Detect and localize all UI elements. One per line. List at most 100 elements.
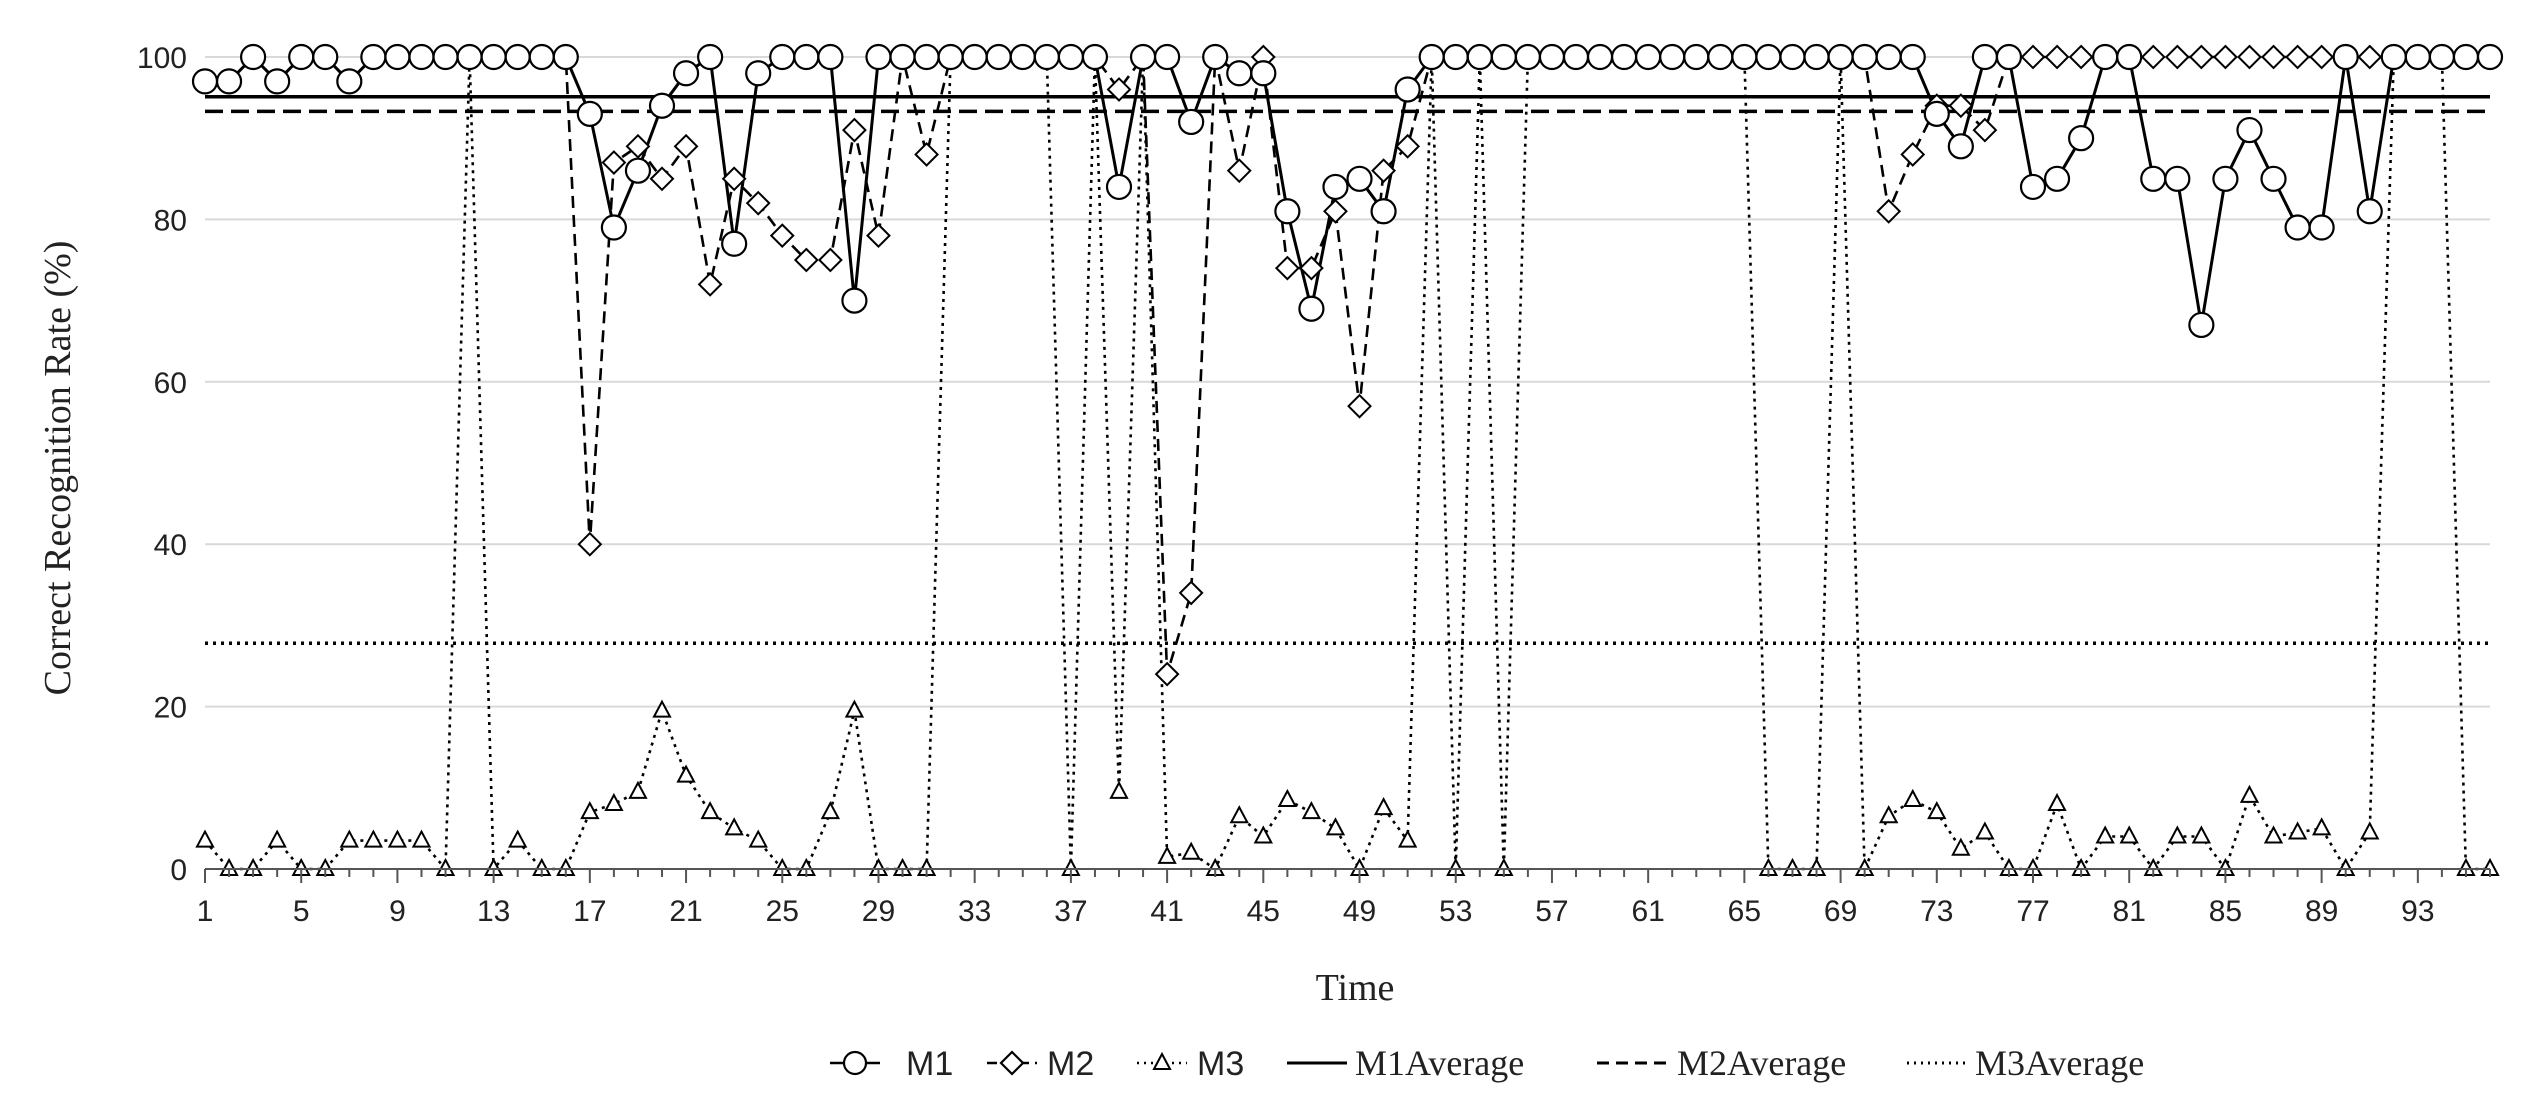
data-point-m1	[2308, 214, 2335, 241]
data-point-m1	[889, 43, 916, 71]
data-point-m3	[1277, 788, 1298, 807]
data-point-m1	[2284, 214, 2311, 241]
legend-label-m3-average: M3Average	[1975, 1043, 2144, 1083]
data-point-m1	[1899, 43, 1926, 71]
data-point-m1	[1635, 43, 1662, 71]
data-point-m1	[2043, 165, 2071, 192]
data-point-m1	[1274, 198, 1301, 225]
data-point-m2	[842, 117, 867, 143]
data-point-m2	[745, 190, 771, 216]
data-point-m1	[2092, 43, 2119, 71]
x-tick-label: 1	[197, 895, 214, 928]
data-point-m3	[1397, 829, 1418, 848]
data-point-m1	[264, 68, 291, 95]
tick-labels: 0 20 40 60 80 100 1 5 9 13 17 21 25 29 33 37 41 45 49 53 57 6…	[137, 42, 2435, 928]
data-point-m3	[1927, 801, 1947, 820]
data-point-m1	[2212, 165, 2239, 192]
data-point-m2	[1226, 158, 1252, 184]
data-point-m1	[793, 43, 820, 71]
data-point-m1	[215, 68, 243, 95]
data-point-m1	[745, 60, 772, 87]
data-point-m1	[1178, 108, 1205, 136]
series-line-m3	[204, 55, 2490, 871]
data-point-m3	[700, 801, 720, 820]
data-point-m3	[387, 829, 408, 848]
x-tick-label: 53	[1439, 895, 1472, 928]
x-axis-title: Time	[1316, 967, 1395, 1009]
data-point-m1	[2068, 125, 2095, 152]
data-point-m3	[2095, 825, 2115, 844]
data-point-m1	[336, 68, 363, 95]
legend-item-m3: M3	[1137, 1045, 1244, 1083]
data-point-m2	[2285, 44, 2310, 70]
data-point-m1	[961, 43, 988, 71]
data-point-m2	[1972, 117, 1998, 143]
data-point-m1	[697, 43, 724, 71]
data-point-m3	[339, 829, 359, 848]
x-tick-label: 89	[2305, 895, 2338, 928]
y-tick-label: 100	[137, 42, 187, 75]
data-point-m1	[2476, 43, 2504, 71]
legend-item-m3-average: M3Average	[1907, 1043, 2144, 1083]
data-point-m1	[2380, 43, 2407, 71]
data-point-m1	[1226, 60, 1253, 87]
data-point-m1	[1995, 43, 2023, 71]
data-point-m1	[1322, 173, 1349, 201]
data-point-m1	[2452, 43, 2480, 71]
data-point-m2	[673, 133, 699, 159]
data-point-m1	[2164, 165, 2191, 192]
data-point-m3	[195, 829, 215, 848]
data-point-m3	[2263, 825, 2284, 844]
data-point-m3	[1975, 821, 1995, 840]
data-point-m2	[1876, 198, 1902, 224]
data-point-m3	[2360, 821, 2380, 840]
x-tick-label: 49	[1343, 895, 1376, 928]
data-point-m1	[2188, 311, 2215, 339]
data-point-m1	[312, 43, 339, 71]
x-tick-label: 5	[293, 895, 310, 928]
legend-label-m2-average: M2Average	[1677, 1043, 1846, 1083]
axes	[204, 868, 2491, 883]
data-point-m2	[2164, 44, 2190, 70]
data-point-m1	[1779, 43, 1806, 71]
legend-item-m1: M1	[830, 1045, 953, 1083]
data-point-m2	[1274, 255, 1300, 281]
markers-m1	[191, 43, 2504, 339]
x-tick-label: 17	[573, 895, 606, 928]
x-tick-label: 45	[1247, 895, 1280, 928]
data-point-m2	[1371, 158, 1396, 184]
data-point-m1	[1514, 43, 1541, 71]
x-tick-label: 85	[2209, 895, 2242, 928]
data-point-m3	[508, 829, 528, 848]
data-point-m2	[2020, 44, 2046, 70]
data-point-m1	[528, 43, 555, 71]
y-tick-label: 60	[154, 367, 187, 400]
data-point-m1	[1586, 43, 1614, 71]
data-point-m2	[866, 223, 891, 249]
legend-item-m2-average: M2Average	[1597, 1043, 1846, 1083]
series-markers	[191, 43, 2504, 876]
series-line-m2	[205, 55, 2490, 676]
data-point-m1	[2236, 116, 2263, 144]
data-point-m2	[577, 531, 603, 557]
x-tick-label: 69	[1824, 895, 1857, 928]
data-point-m2	[2309, 44, 2335, 70]
data-point-m3	[844, 699, 865, 718]
data-point-m3	[676, 764, 696, 783]
data-point-m1	[1250, 60, 1277, 87]
legend-label-m3: M3	[1197, 1045, 1244, 1083]
legend: M1 M2 M3 M1Average M2Average M3Average	[830, 1043, 2144, 1083]
data-point-m1	[2356, 198, 2383, 225]
data-point-m1	[552, 43, 579, 71]
x-tick-label: 61	[1631, 895, 1664, 928]
data-point-m3	[604, 792, 624, 812]
y-tick-label: 0	[170, 854, 187, 887]
data-point-m3	[1109, 780, 1129, 799]
data-point-m1	[2428, 43, 2455, 71]
data-point-m1	[2260, 165, 2287, 192]
x-tick-label: 93	[2401, 895, 2434, 928]
data-point-m1	[1947, 133, 1974, 160]
data-point-m2	[2213, 44, 2238, 70]
x-tick-label: 9	[389, 895, 406, 928]
data-point-m1	[937, 43, 964, 71]
